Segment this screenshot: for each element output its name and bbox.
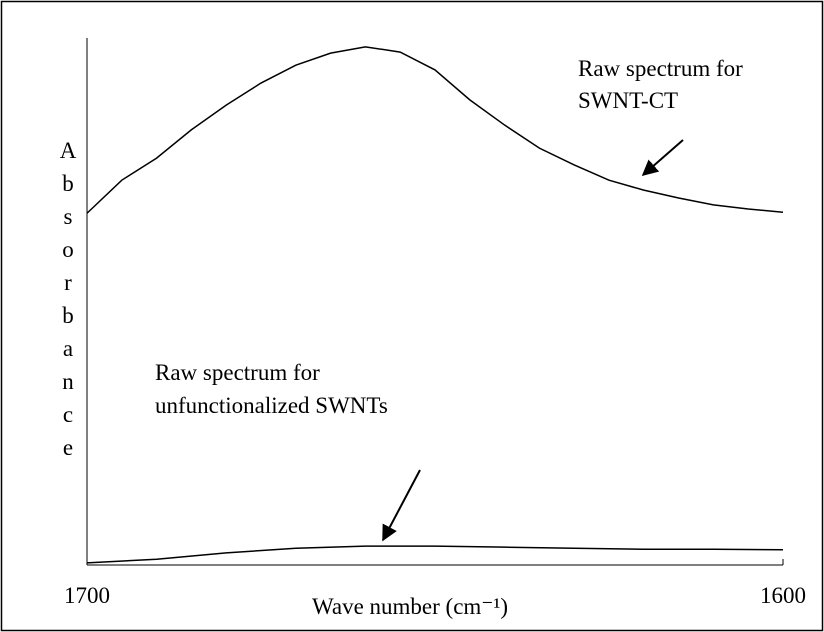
annotation: unfunctionalized SWNTs <box>155 393 388 418</box>
x-tick-label: 1600 <box>760 583 806 608</box>
arrow <box>382 469 421 542</box>
y-axis-label: Absorbance <box>56 138 81 468</box>
x-tick-label: 1700 <box>64 583 110 608</box>
x-axis-label: Wave number (cm⁻¹) <box>312 594 508 619</box>
annotation: Raw spectrum for <box>155 360 320 385</box>
line <box>86 46 784 214</box>
arrow <box>641 139 684 177</box>
annotation: Raw spectrum for <box>578 56 743 81</box>
annotation: SWNT-CT <box>578 88 678 113</box>
line <box>86 545 784 564</box>
